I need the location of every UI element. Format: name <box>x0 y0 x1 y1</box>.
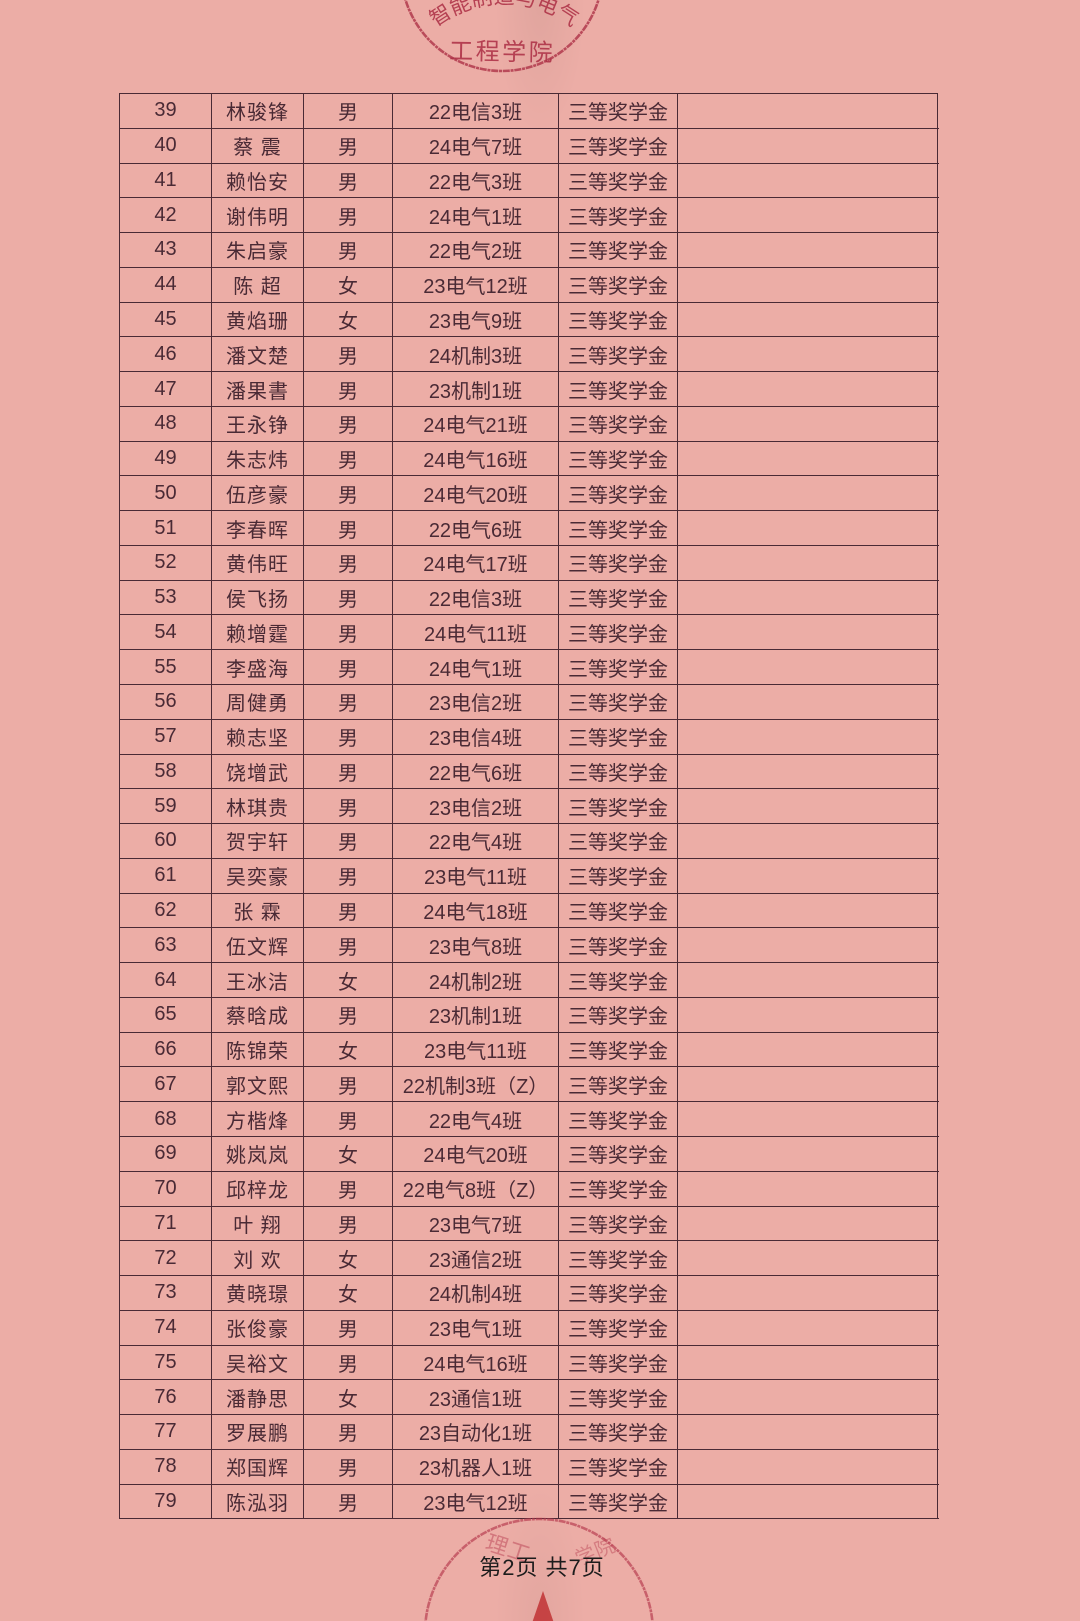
svg-text:工程学院: 工程学院 <box>449 38 555 67</box>
svg-text:智能制造与电气: 智能制造与电气 <box>426 0 582 31</box>
